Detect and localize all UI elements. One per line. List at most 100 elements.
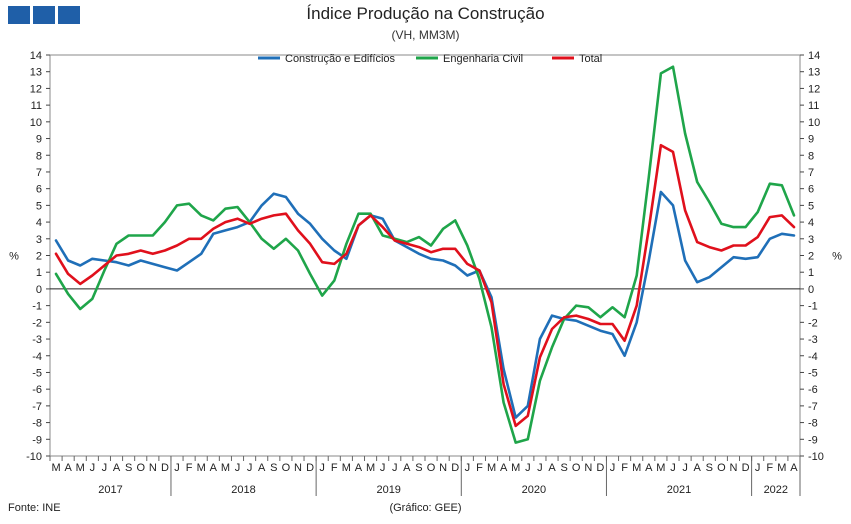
y-tick-label-left: -10 (26, 451, 42, 463)
y-tick-label-right: 14 (808, 50, 820, 62)
y-tick-label-left: -2 (32, 317, 42, 329)
x-tick-label: D (161, 462, 169, 474)
x-tick-label: M (656, 462, 665, 474)
y-tick-label-left: 7 (36, 167, 42, 179)
y-tick-label-left: 13 (30, 67, 42, 79)
y-tick-label-left: 4 (36, 217, 42, 229)
legend-label: Engenharia Civil (443, 53, 523, 65)
x-tick-label: A (355, 462, 363, 474)
series-line (54, 65, 796, 444)
x-tick-label: J (525, 462, 531, 474)
x-tick-label: A (790, 462, 798, 474)
x-tick-label: O (136, 462, 145, 474)
y-tick-label-right: 6 (808, 184, 814, 196)
legend-label: Construção e Edifícios (285, 53, 396, 65)
y-tick-label-right: 5 (808, 200, 814, 212)
logo (8, 6, 80, 24)
x-tick-label: D (596, 462, 604, 474)
y-tick-label-left: 6 (36, 184, 42, 196)
credit-note: (Gráfico: GEE) (389, 502, 462, 514)
y-axis-label-left: % (9, 251, 19, 263)
y-tick-label-left: 1 (36, 267, 42, 279)
x-tick-label: S (270, 462, 277, 474)
x-tick-label: A (403, 462, 411, 474)
y-tick-label-left: -7 (32, 401, 42, 413)
x-tick-label: F (621, 462, 628, 474)
chart-subtitle: (VH, MM3M) (391, 28, 460, 42)
y-tick-label-left: 0 (36, 284, 42, 296)
x-tick-label: F (476, 462, 483, 474)
x-tick-label: S (125, 462, 132, 474)
x-tick-label: D (306, 462, 314, 474)
x-tick-label: S (415, 462, 422, 474)
x-tick-label: N (439, 462, 447, 474)
x-tick-label: O (717, 462, 726, 474)
y-tick-label-left: 8 (36, 150, 42, 162)
series-line (54, 143, 796, 428)
chart-title: Índice Produção na Construção (306, 4, 545, 23)
x-tick-label: A (548, 462, 556, 474)
x-tick-label: M (366, 462, 375, 474)
y-tick-label-right: 3 (808, 234, 814, 246)
y-tick-label-left: 10 (30, 117, 42, 129)
x-tick-label: J (319, 462, 325, 474)
x-tick-label: D (742, 462, 750, 474)
y-tick-label-right: 2 (808, 251, 814, 263)
x-tick-label: A (258, 462, 266, 474)
y-tick-label-left: -5 (32, 367, 42, 379)
y-tick-label-right: 9 (808, 134, 814, 146)
y-tick-label-right: -1 (808, 301, 818, 313)
x-tick-label: J (537, 462, 543, 474)
x-tick-label: A (64, 462, 72, 474)
y-tick-label-left: -9 (32, 434, 42, 446)
x-tick-label: M (76, 462, 85, 474)
x-tick-label: N (294, 462, 302, 474)
y-tick-label-left: 9 (36, 134, 42, 146)
x-tick-label: D (451, 462, 459, 474)
y-tick-label-left: -6 (32, 384, 42, 396)
logo-block (33, 6, 55, 24)
source-note: Fonte: INE (8, 502, 61, 514)
y-tick-label-right: 8 (808, 150, 814, 162)
x-tick-label: N (149, 462, 157, 474)
x-tick-label: N (729, 462, 737, 474)
x-tick-label: S (560, 462, 567, 474)
y-tick-label-right: -3 (808, 334, 818, 346)
year-label: 2017 (98, 484, 122, 496)
year-label: 2022 (764, 484, 788, 496)
x-tick-label: O (282, 462, 291, 474)
y-tick-label-right: -10 (808, 451, 824, 463)
x-tick-label: M (51, 462, 60, 474)
y-tick-label-left: -1 (32, 301, 42, 313)
x-tick-label: F (766, 462, 773, 474)
x-tick-label: A (210, 462, 218, 474)
x-tick-label: A (113, 462, 121, 474)
x-tick-label: A (694, 462, 702, 474)
logo-block (58, 6, 80, 24)
x-tick-label: J (755, 462, 761, 474)
x-tick-label: M (487, 462, 496, 474)
x-tick-label: J (682, 462, 688, 474)
year-label: 2019 (376, 484, 400, 496)
x-tick-label: M (777, 462, 786, 474)
y-tick-label-left: 11 (31, 100, 42, 112)
x-tick-label: O (572, 462, 581, 474)
x-tick-label: F (186, 462, 193, 474)
x-tick-label: M (632, 462, 641, 474)
y-tick-label-left: 2 (36, 251, 42, 263)
x-tick-label: J (102, 462, 108, 474)
x-tick-label: M (221, 462, 230, 474)
x-tick-label: J (610, 462, 616, 474)
year-label: 2020 (522, 484, 546, 496)
x-tick-label: N (584, 462, 592, 474)
y-tick-label-right: 7 (808, 167, 814, 179)
x-tick-label: M (342, 462, 351, 474)
y-tick-label-left: 14 (30, 50, 42, 62)
y-tick-label-right: -6 (808, 384, 818, 396)
series-line (54, 190, 796, 419)
y-tick-label-left: 5 (36, 200, 42, 212)
x-tick-label: A (645, 462, 653, 474)
y-tick-label-right: 13 (808, 67, 820, 79)
x-tick-label: M (197, 462, 206, 474)
y-tick-label-right: 12 (808, 83, 820, 95)
